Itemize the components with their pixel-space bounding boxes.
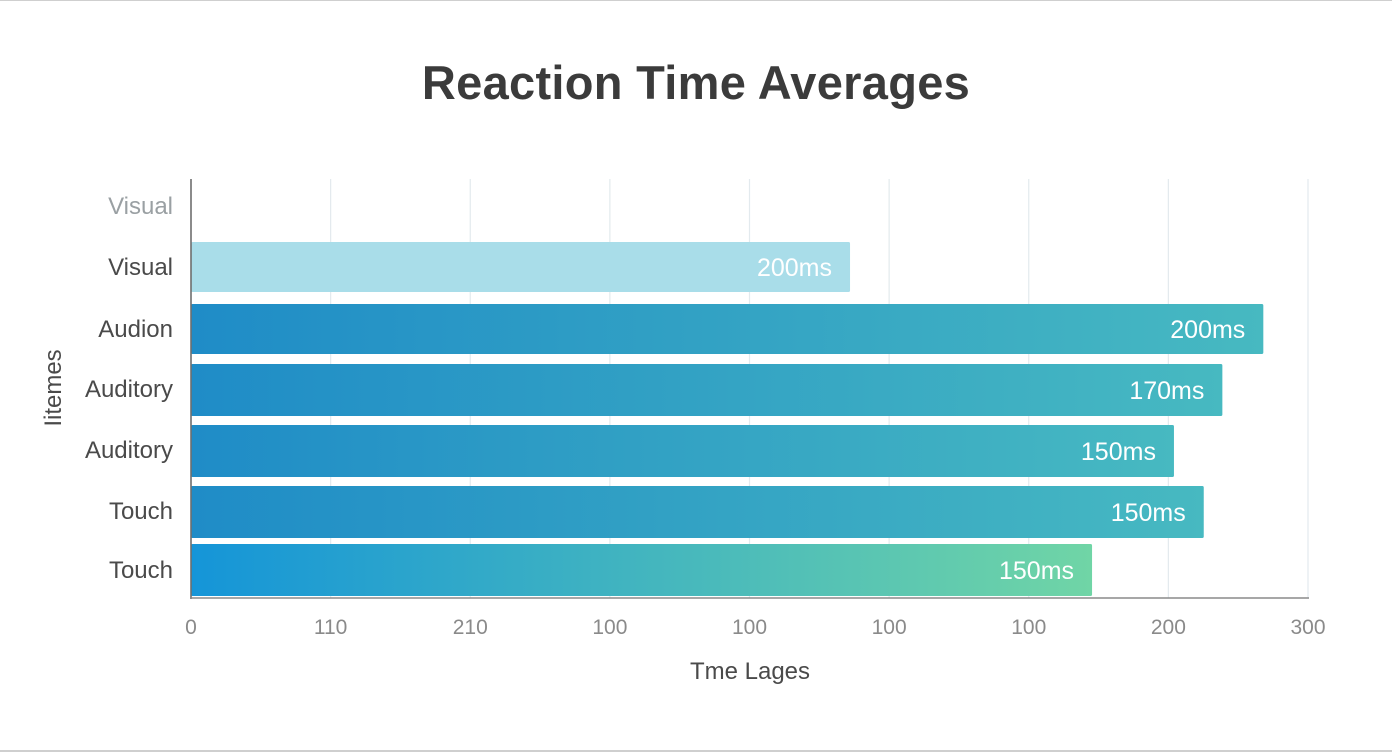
bar-data-label: 200ms — [1170, 316, 1245, 344]
y-category-label: Visual — [108, 193, 173, 220]
bar-data-label: 200ms — [757, 254, 832, 282]
x-tick-label: 100 — [1011, 616, 1046, 639]
bar — [191, 304, 1264, 354]
x-tick-label: 100 — [592, 616, 627, 639]
x-tick-label: 300 — [1290, 616, 1325, 639]
bar-data-label: 150ms — [999, 557, 1074, 585]
x-tick-label: 0 — [185, 616, 197, 639]
bar-data-label: 170ms — [1129, 377, 1204, 405]
bar — [191, 544, 1093, 596]
y-axis-title: Iitemes — [40, 349, 67, 426]
bar-data-label: 150ms — [1081, 438, 1156, 466]
y-category-label: Visual — [108, 254, 173, 281]
y-category-label: Touch — [109, 557, 173, 584]
bar-data-label: 150ms — [1111, 499, 1186, 527]
x-tick-label: 200 — [1151, 616, 1186, 639]
y-category-label: Audion — [98, 316, 173, 343]
y-category-label: Auditory — [85, 437, 173, 464]
x-tick-label: 210 — [453, 616, 488, 639]
y-category-label: Touch — [109, 498, 173, 525]
x-tick-label: 100 — [732, 616, 767, 639]
bar — [191, 364, 1223, 416]
y-category-label: Auditory — [85, 376, 173, 403]
chart-title: Reaction Time Averages — [421, 56, 971, 109]
x-tick-label: 110 — [314, 616, 347, 639]
x-tick-label: 100 — [872, 616, 907, 639]
bar — [191, 425, 1174, 477]
x-axis-title: Tme Lages — [690, 658, 810, 685]
bar — [191, 486, 1204, 538]
bar — [191, 242, 851, 292]
